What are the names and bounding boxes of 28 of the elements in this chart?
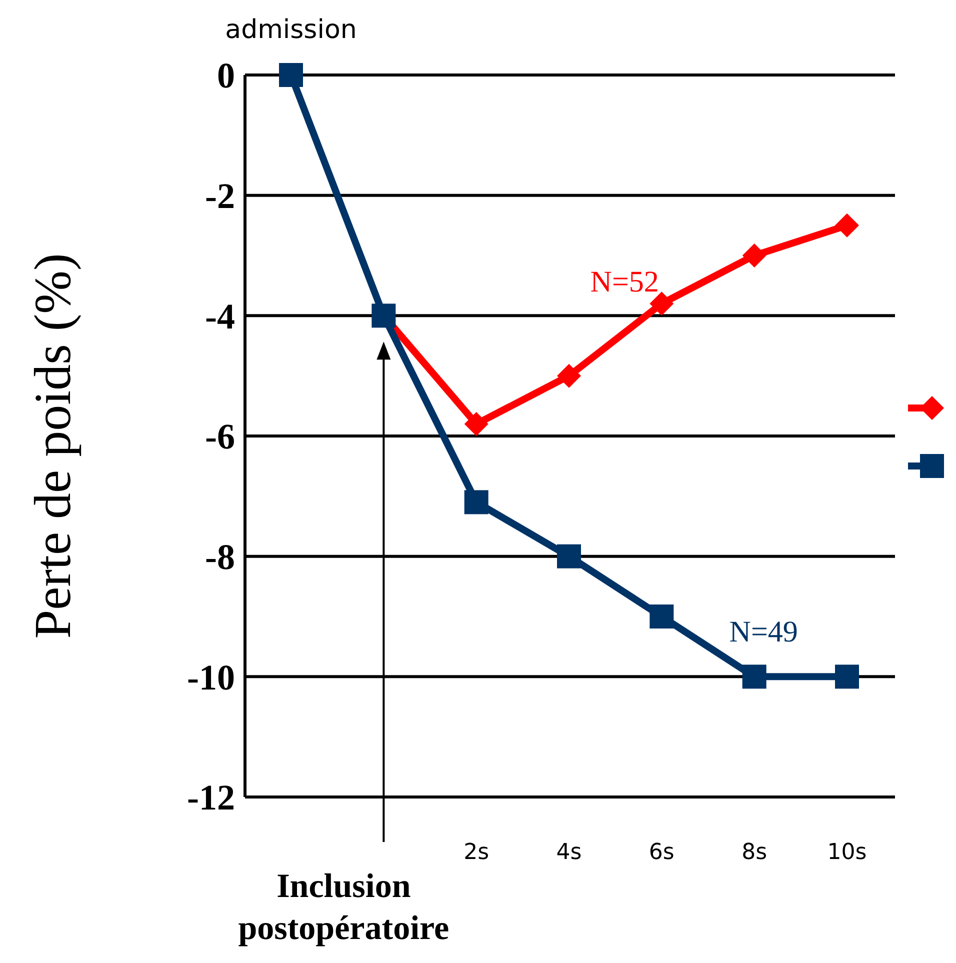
point [742,244,766,268]
text: Inclusion postopératoire [238,868,450,947]
y-tick-label: -2 [205,176,235,216]
y-tick-label: -6 [205,416,235,457]
x-tick-label: 6s [648,840,674,865]
y-tick-label: -10 [187,657,235,698]
series-label: N=49 [729,616,798,649]
x-tick-label: 2s [464,840,490,865]
y-tick-label: -8 [205,536,235,577]
x-tick-label: 10s [827,840,867,865]
point [650,292,674,316]
point [835,664,859,689]
x-tick-label: 8s [742,840,768,865]
point [464,412,488,436]
x-tick-label: 4s [556,840,582,865]
point [650,604,674,628]
y-tick-label: 0 [217,56,235,96]
point [279,63,303,87]
point [557,364,581,388]
series-label: N=52 [590,266,659,299]
text: admission [225,15,357,45]
y-axis-title: Perte de poids (%) [25,253,82,639]
point [742,664,766,689]
y-tick-label: -4 [205,296,235,336]
y-tick-label: -12 [187,778,235,818]
point [557,544,581,568]
point [835,213,859,238]
point [464,490,488,514]
